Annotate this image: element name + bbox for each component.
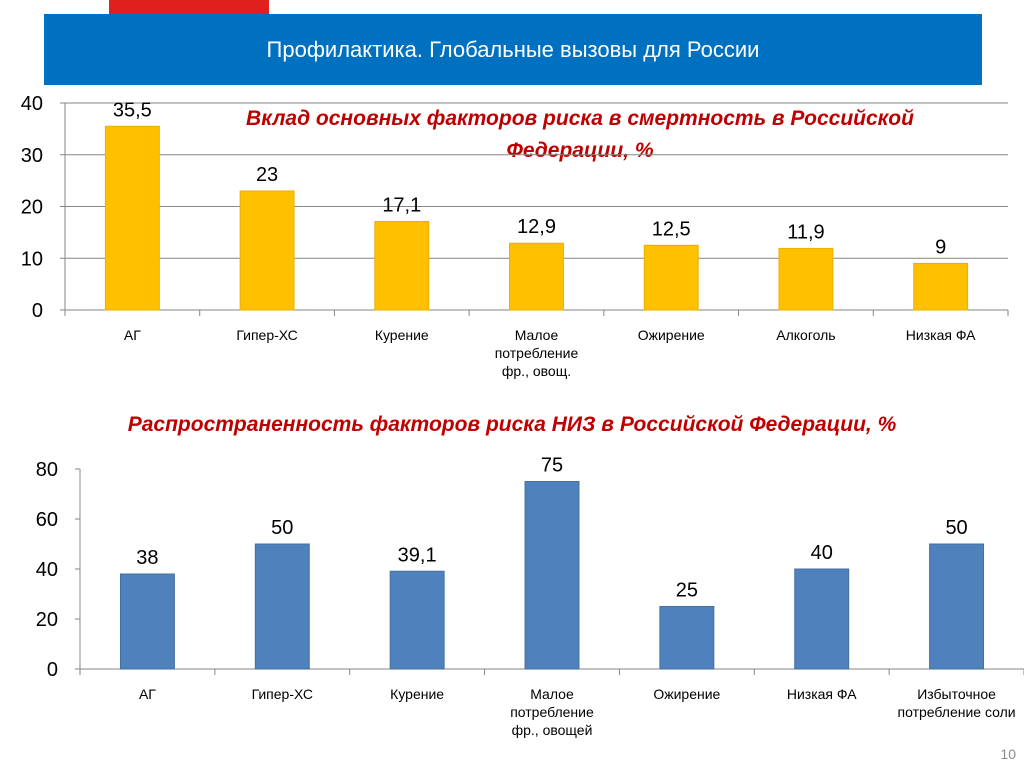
category-label: Гипер-ХС: [236, 327, 297, 343]
data-label: 23: [256, 164, 278, 186]
category-label: Ожирение: [638, 327, 705, 343]
category-label: Алкоголь: [776, 327, 835, 343]
y-tick-label: 20: [21, 197, 43, 219]
bar: [659, 606, 715, 670]
y-tick-label: 40: [36, 559, 58, 581]
page-number: 10: [1000, 746, 1016, 762]
category-label: потребление соли: [898, 704, 1016, 720]
data-label: 12,5: [652, 218, 691, 240]
category-label: Курение: [390, 686, 444, 702]
chart2-title: Распространенность факторов риска НИЗ в …: [127, 413, 897, 436]
slide-title: Профилактика. Глобальные вызовы для Росс…: [266, 36, 760, 62]
bar: [239, 190, 295, 311]
data-label: 25: [676, 580, 698, 602]
category-label: Малое: [515, 327, 559, 343]
bar: [389, 570, 445, 670]
data-label: 50: [271, 517, 293, 539]
category-label: Низкая ФА: [787, 686, 857, 702]
data-label: 12,9: [517, 216, 556, 238]
category-label: Гипер-ХС: [252, 686, 313, 702]
bar: [778, 247, 834, 311]
bar: [104, 125, 160, 311]
y-tick-label: 0: [32, 300, 43, 322]
slide-header: Профилактика. Глобальные вызовы для Росс…: [44, 14, 982, 85]
data-label: 50: [945, 517, 967, 539]
y-tick-label: 60: [36, 509, 58, 531]
category-label: АГ: [139, 686, 156, 702]
y-tick-label: 80: [36, 459, 58, 481]
data-label: 9: [935, 236, 946, 258]
y-tick-label: 40: [21, 93, 43, 115]
category-label: Курение: [375, 327, 429, 343]
data-label: 38: [136, 547, 158, 569]
y-tick-label: 10: [21, 248, 43, 270]
bar: [524, 481, 580, 670]
category-label: потребление: [510, 704, 594, 720]
category-label: Низкая ФА: [906, 327, 976, 343]
data-label: 40: [811, 542, 833, 564]
bar: [913, 262, 969, 311]
bar: [643, 244, 699, 311]
red-accent-tab: [109, 0, 269, 14]
category-label: Ожирение: [653, 686, 720, 702]
category-label: фр., овощей: [512, 722, 593, 738]
data-label: 17,1: [382, 195, 421, 217]
category-label: фр., овощ.: [502, 363, 571, 379]
bar: [794, 568, 850, 670]
mortality-risk-chart: 0 10 20 30 40 35,5 АГ 23 Гипер-ХС 17,1 Курение 12,9…: [21, 93, 1009, 379]
data-label: 75: [541, 455, 563, 477]
data-label: 11,9: [787, 221, 824, 243]
bar: [509, 242, 564, 311]
y-tick-label: 30: [21, 145, 43, 167]
y-tick-label: 0: [47, 659, 58, 681]
bar: [374, 221, 430, 311]
bar: [929, 543, 985, 670]
data-label: 35,5: [113, 99, 152, 121]
data-label: 39,1: [398, 544, 437, 566]
category-label: АГ: [124, 327, 141, 343]
category-label: Малое: [530, 686, 574, 702]
category-label: Избыточное: [917, 686, 996, 702]
bar: [254, 543, 310, 670]
y-tick-label: 20: [36, 609, 58, 631]
bar: [119, 573, 175, 670]
chart1-title: Вклад основных факторов риска в смертнос…: [246, 107, 914, 162]
category-label: потребление: [495, 345, 579, 361]
